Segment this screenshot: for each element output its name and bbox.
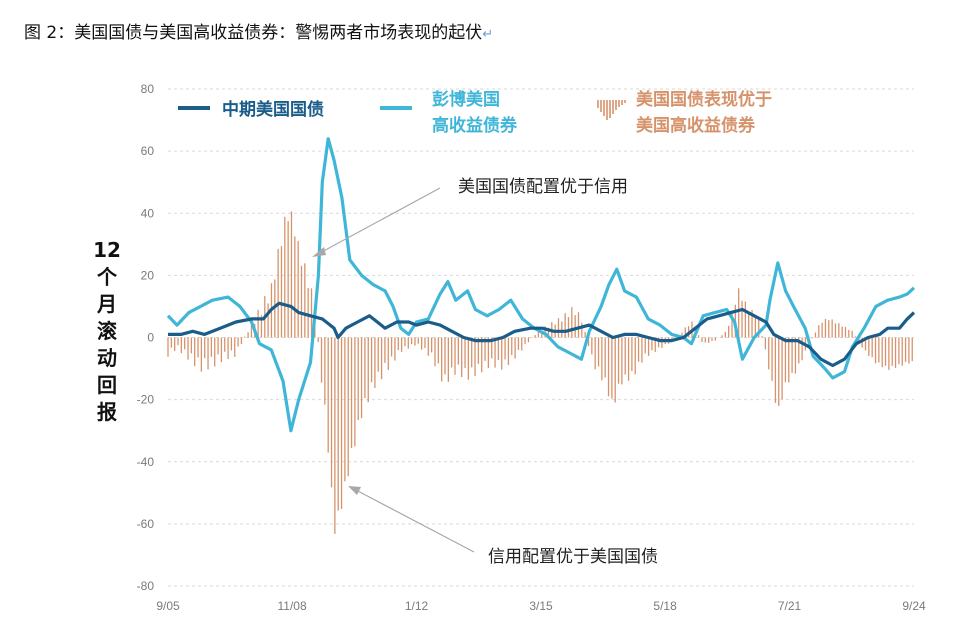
bar-series xyxy=(167,211,913,534)
y-tick-label: 40 xyxy=(141,206,155,220)
x-tick-labels: 9/05 11/08 1/12 3/15 5/18 7/21 9/24 xyxy=(156,599,926,613)
legend: 中期美国国债 彭博美国 高收益债券 美国国债表现优于 美国高收益债券 xyxy=(178,89,778,136)
y-tick-label: -60 xyxy=(137,517,155,531)
legend-label-highyield-line2: 高收益债券 xyxy=(432,115,518,136)
legend-label-treasury: 中期美国国债 xyxy=(222,99,324,120)
annotation-arrow-2 xyxy=(353,488,475,553)
legend-label-bars-line1: 美国国债表现优于 xyxy=(636,89,772,110)
y-tick-label: -80 xyxy=(137,579,155,593)
x-tick-label: 9/05 xyxy=(156,599,180,613)
x-tick-label: 7/21 xyxy=(778,599,802,613)
grid-lines xyxy=(168,88,914,587)
x-tick-label: 1/12 xyxy=(405,599,429,613)
y-axis-label: 12个月滚动回报 xyxy=(93,238,121,424)
legend-label-bars-line2: 美国高收益债券 xyxy=(636,115,756,136)
annotation-arrow-1 xyxy=(317,187,441,255)
annotation-arrowhead-2 xyxy=(348,486,361,495)
x-tick-label: 9/24 xyxy=(902,599,926,613)
y-tick-label: 80 xyxy=(141,82,155,96)
annotation-arrowhead-1 xyxy=(312,247,326,257)
figure-title: 图 2：美国国债与美国高收益债券：警惕两者市场表现的起伏↵ xyxy=(24,18,493,43)
x-tick-label: 11/08 xyxy=(278,599,307,613)
legend-label-highyield: 彭博美国 高收益债券 xyxy=(432,89,518,136)
y-tick-label: 60 xyxy=(141,144,155,158)
annotation-treasury-better: 美国国债配置优于信用 xyxy=(312,177,628,257)
y-tick-label: -40 xyxy=(137,455,155,469)
treasury-line xyxy=(168,301,916,368)
legend-label-bars: 美国国债表现优于 美国高收益债券 xyxy=(636,89,778,136)
annotation-credit-better: 信用配置优于美国国债 xyxy=(348,486,658,567)
legend-label-highyield-line1: 彭博美国 xyxy=(432,89,500,110)
y-tick-label: 20 xyxy=(141,268,155,282)
return-mark: ↵ xyxy=(482,27,494,42)
annotation-text-2: 信用配置优于美国国债 xyxy=(488,547,658,567)
y-tick-label: 0 xyxy=(147,331,154,345)
y-tick-labels: 80 60 40 20 0 -20 -40 -60 -80 xyxy=(137,82,155,593)
x-tick-label: 5/18 xyxy=(653,599,677,613)
legend-swatch-bars xyxy=(597,100,626,120)
figure-title-text: 图 2：美国国债与美国高收益债券：警惕两者市场表现的起伏 xyxy=(24,23,483,43)
y-tick-label: -20 xyxy=(137,393,155,407)
annotation-text-1: 美国国债配置优于信用 xyxy=(458,177,628,197)
line-series xyxy=(166,137,916,433)
x-tick-label: 3/15 xyxy=(529,599,553,613)
highyield-line xyxy=(166,137,916,433)
